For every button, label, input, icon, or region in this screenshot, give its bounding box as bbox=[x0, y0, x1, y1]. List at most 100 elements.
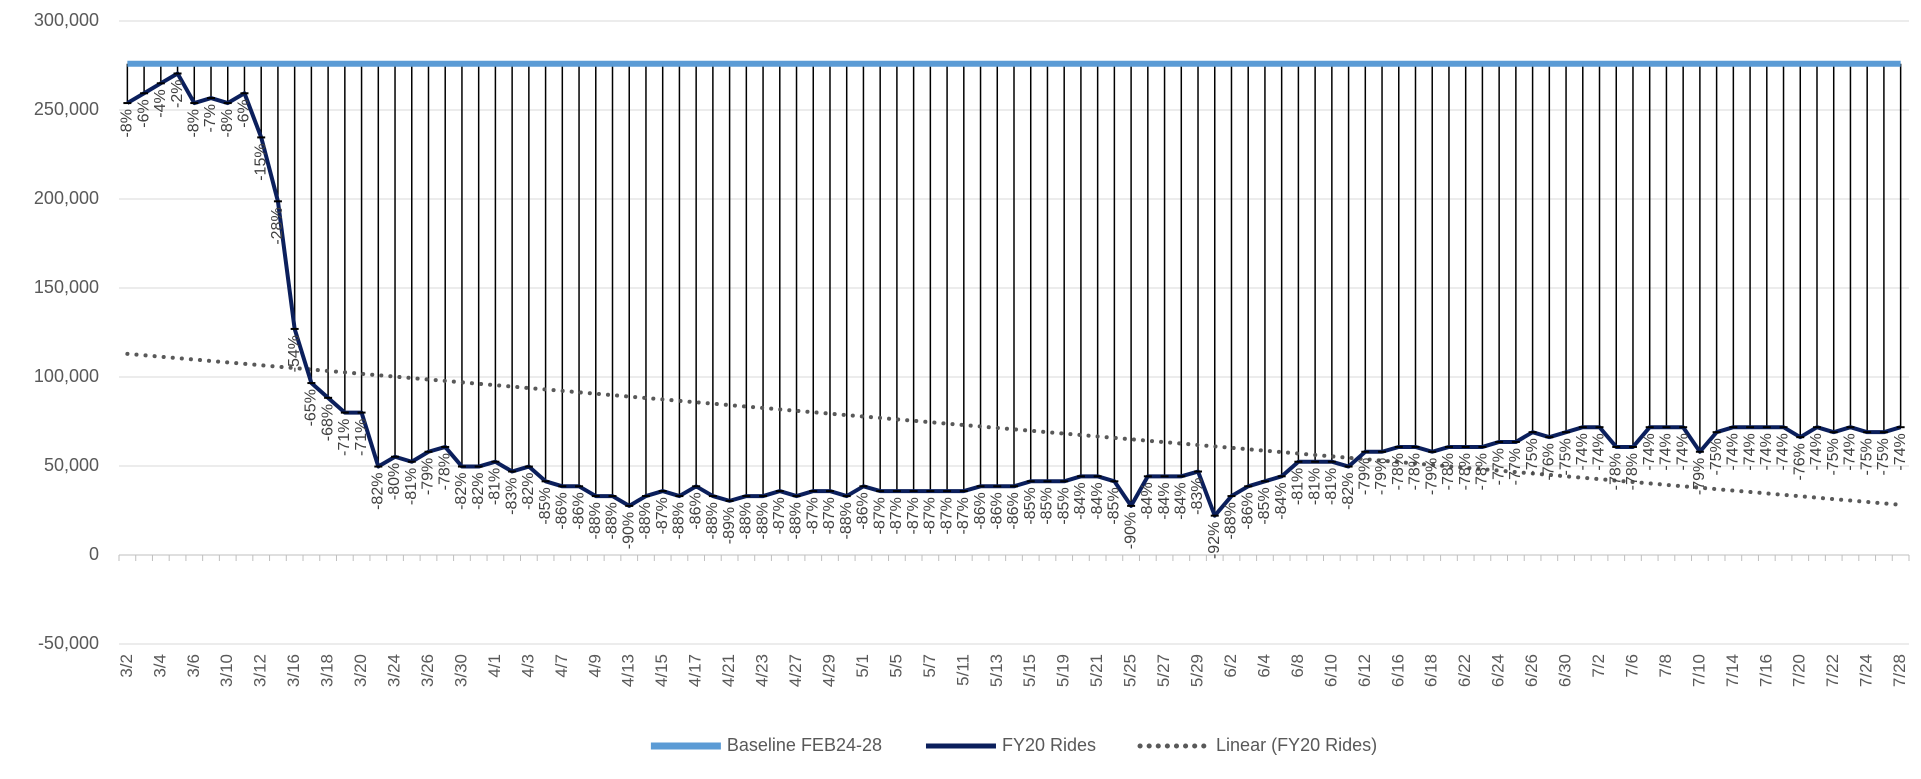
data-label: -84% bbox=[1072, 482, 1089, 519]
data-label: -2% bbox=[169, 80, 186, 108]
data-label: -82% bbox=[453, 473, 470, 510]
x-tick-label: 4/23 bbox=[753, 654, 772, 687]
x-tick-label: 3/10 bbox=[217, 654, 236, 687]
data-label: -87% bbox=[804, 497, 821, 534]
data-label: -88% bbox=[788, 502, 805, 539]
data-label: -6% bbox=[236, 99, 253, 127]
x-tick-label: 6/4 bbox=[1254, 654, 1273, 678]
y-tick-label: 250,000 bbox=[34, 99, 99, 119]
data-label: -65% bbox=[303, 389, 320, 426]
data-label: -84% bbox=[1173, 482, 1190, 519]
data-label: -74% bbox=[1842, 433, 1859, 470]
data-label: -74% bbox=[1808, 433, 1825, 470]
data-label: -87% bbox=[955, 497, 972, 534]
x-tick-label: 7/22 bbox=[1823, 654, 1842, 687]
data-label: -77% bbox=[1507, 448, 1524, 485]
legend-label: Baseline FEB24-28 bbox=[727, 735, 882, 755]
x-tick-label: 6/24 bbox=[1489, 654, 1508, 687]
data-label: -80% bbox=[386, 463, 403, 500]
data-label: -86% bbox=[687, 492, 704, 529]
data-label: -54% bbox=[286, 335, 303, 372]
x-tick-label: 3/30 bbox=[451, 654, 470, 687]
data-label: -78% bbox=[1440, 453, 1457, 490]
data-label: -86% bbox=[988, 492, 1005, 529]
data-label: -84% bbox=[1273, 482, 1290, 519]
data-label: -78% bbox=[1624, 453, 1641, 490]
x-tick-label: 3/18 bbox=[318, 654, 337, 687]
data-label: -81% bbox=[487, 468, 504, 505]
x-tick-label: 3/12 bbox=[251, 654, 270, 687]
data-label: -84% bbox=[1156, 482, 1173, 519]
x-tick-label: 3/6 bbox=[184, 654, 203, 678]
x-tick-label: 6/30 bbox=[1556, 654, 1575, 687]
x-tick-label: 5/29 bbox=[1188, 654, 1207, 687]
x-tick-label: 5/19 bbox=[1054, 654, 1073, 687]
data-label: -75% bbox=[1557, 438, 1574, 475]
data-label: -75% bbox=[1708, 438, 1725, 475]
data-label: -87% bbox=[938, 497, 955, 534]
x-tick-label: 7/8 bbox=[1656, 654, 1675, 678]
x-tick-label: 6/2 bbox=[1221, 654, 1240, 678]
data-label: -78% bbox=[1457, 453, 1474, 490]
data-label: -88% bbox=[704, 502, 721, 539]
data-label: -28% bbox=[269, 207, 286, 244]
data-label: -8% bbox=[185, 109, 202, 137]
x-tick-label: 5/21 bbox=[1087, 654, 1106, 687]
x-tick-label: 3/24 bbox=[385, 654, 404, 687]
data-label: -8% bbox=[219, 109, 236, 137]
data-label: -85% bbox=[1055, 487, 1072, 524]
data-label: -75% bbox=[1825, 438, 1842, 475]
data-label: -85% bbox=[537, 487, 554, 524]
data-label: -88% bbox=[587, 502, 604, 539]
data-label: -82% bbox=[520, 473, 537, 510]
x-tick-label: 4/17 bbox=[686, 654, 705, 687]
x-tick-label: 3/26 bbox=[418, 654, 437, 687]
data-label: -79% bbox=[1373, 458, 1390, 495]
x-tick-label: 7/14 bbox=[1723, 654, 1742, 687]
y-tick-label: 200,000 bbox=[34, 188, 99, 208]
x-tick-label: 7/28 bbox=[1890, 654, 1909, 687]
legend-label: FY20 Rides bbox=[1002, 735, 1096, 755]
data-label: -87% bbox=[922, 497, 939, 534]
data-label: -90% bbox=[1122, 512, 1139, 549]
data-label: -87% bbox=[821, 497, 838, 534]
x-tick-label: 5/7 bbox=[920, 654, 939, 678]
data-label: -86% bbox=[972, 492, 989, 529]
x-tick-label: 7/24 bbox=[1857, 654, 1876, 687]
data-label: -88% bbox=[754, 502, 771, 539]
y-tick-label: 100,000 bbox=[34, 366, 99, 386]
data-label: -83% bbox=[503, 478, 520, 515]
data-label: -78% bbox=[1607, 453, 1624, 490]
data-label: -85% bbox=[1022, 487, 1039, 524]
data-label: -74% bbox=[1725, 433, 1742, 470]
data-label: -79% bbox=[1357, 458, 1374, 495]
data-label: -86% bbox=[570, 492, 587, 529]
y-tick-label: 300,000 bbox=[34, 10, 99, 30]
data-label: -86% bbox=[855, 492, 872, 529]
x-tick-label: 4/3 bbox=[518, 654, 537, 678]
x-tick-label: 6/22 bbox=[1455, 654, 1474, 687]
data-label: -78% bbox=[1407, 453, 1424, 490]
data-label: -87% bbox=[871, 497, 888, 534]
x-tick-label: 7/10 bbox=[1689, 654, 1708, 687]
data-label: -4% bbox=[152, 89, 169, 117]
x-tick-label: 4/1 bbox=[485, 654, 504, 678]
data-label: -88% bbox=[838, 502, 855, 539]
data-label: -88% bbox=[604, 502, 621, 539]
data-label: -74% bbox=[1674, 433, 1691, 470]
data-label: -87% bbox=[905, 497, 922, 534]
data-label: -74% bbox=[1758, 433, 1775, 470]
legend-label: Linear (FY20 Rides) bbox=[1216, 735, 1377, 755]
x-tick-label: 4/15 bbox=[652, 654, 671, 687]
x-tick-label: 4/13 bbox=[619, 654, 638, 687]
data-label: -82% bbox=[1340, 473, 1357, 510]
x-tick-label: 6/16 bbox=[1388, 654, 1407, 687]
data-label: -6% bbox=[135, 99, 152, 127]
data-label: -85% bbox=[1256, 487, 1273, 524]
data-label: -74% bbox=[1892, 433, 1909, 470]
y-tick-label: 50,000 bbox=[44, 455, 99, 475]
x-tick-label: 5/27 bbox=[1154, 654, 1173, 687]
data-label: -84% bbox=[1089, 482, 1106, 519]
data-label: -87% bbox=[654, 497, 671, 534]
